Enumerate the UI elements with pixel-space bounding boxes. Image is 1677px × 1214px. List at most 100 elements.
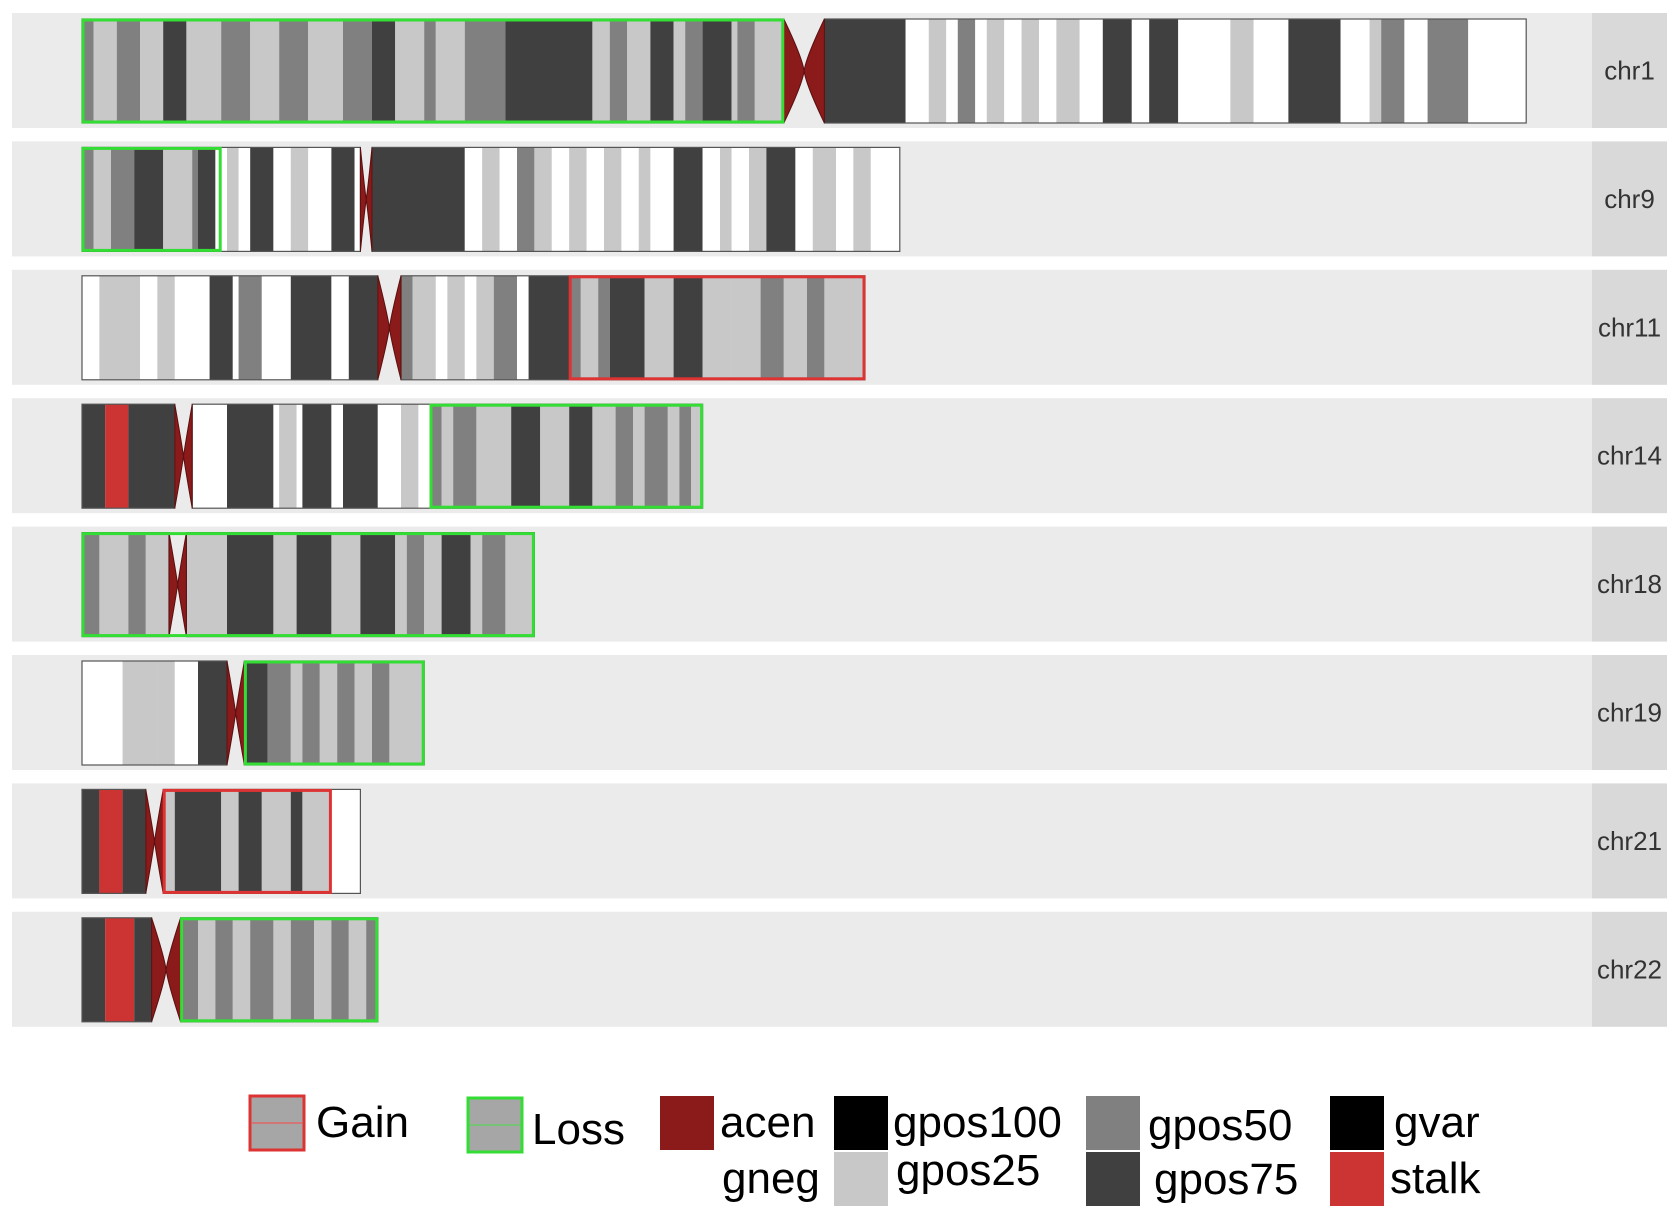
- band-gpos50: [401, 275, 413, 380]
- band-gpos50: [180, 917, 198, 1022]
- band-gneg: [1253, 19, 1289, 123]
- band-gneg: [308, 147, 332, 252]
- band-gpos75: [82, 789, 100, 894]
- legend-label-loss: Loss: [532, 1105, 625, 1154]
- band-gpos25: [424, 532, 442, 637]
- legend-item-gpos25: gpos25: [834, 1146, 1040, 1206]
- band-gpos75: [82, 404, 106, 509]
- band-gpos25: [314, 917, 332, 1022]
- band-gneg: [551, 147, 570, 252]
- legend-item-loss: Loss: [466, 1096, 625, 1154]
- band-gpos50: [192, 147, 198, 252]
- band-gneg: [586, 147, 604, 252]
- band-gpos25: [702, 275, 732, 380]
- chromosome-label-strip: [1592, 269, 1667, 385]
- band-gpos25: [93, 147, 111, 252]
- band-gpos25: [476, 404, 512, 509]
- legend-label-gvar: gvar: [1394, 1098, 1480, 1147]
- band-gpos50: [337, 661, 355, 765]
- legend-item-acen: acen: [660, 1096, 815, 1150]
- band-gpos25: [627, 19, 651, 123]
- chromosome-label-strip: [1592, 655, 1667, 770]
- band-gpos75: [290, 789, 303, 894]
- band-gpos25: [731, 19, 738, 123]
- band-gpos25: [232, 917, 251, 1022]
- band-gneg: [331, 404, 343, 509]
- band-gpos25: [354, 661, 372, 765]
- chromosome-label: chr22: [1597, 954, 1662, 984]
- band-gpos25: [435, 19, 465, 123]
- band-gpos25: [1369, 19, 1382, 123]
- band-gneg: [702, 147, 720, 252]
- band-gpos50: [453, 404, 477, 509]
- band-gpos75: [1288, 19, 1341, 123]
- band-gpos25: [302, 789, 332, 894]
- band-gpos25: [754, 19, 784, 123]
- centromere: [377, 275, 402, 380]
- band-gneg: [435, 275, 448, 380]
- band-gneg: [273, 147, 291, 252]
- band-gpos75: [128, 404, 175, 509]
- chromosome-label: chr9: [1604, 184, 1655, 214]
- band-gpos75: [163, 19, 187, 123]
- band-gpos50: [82, 19, 94, 123]
- band-gpos25: [1230, 19, 1254, 123]
- centromere: [783, 18, 825, 124]
- band-gneg: [273, 404, 280, 509]
- band-gneg: [1340, 19, 1370, 123]
- centromere: [359, 147, 373, 252]
- cnv-gain-region: [568, 275, 866, 381]
- band-gpos50: [82, 147, 94, 252]
- band-gpos50: [116, 19, 140, 123]
- band-gpos25: [93, 19, 117, 123]
- band-gneg: [1039, 19, 1057, 123]
- band-gpos50: [517, 147, 535, 252]
- band-gneg: [795, 147, 813, 252]
- legend-swatch-gpos75: [1086, 1152, 1140, 1206]
- chromosome-row-chr21: chr21: [12, 783, 1667, 899]
- centromere: [174, 404, 193, 509]
- chromosome-label-strip: [1592, 783, 1667, 899]
- band-gpos25: [476, 275, 494, 380]
- band-gpos75: [331, 147, 355, 252]
- band-gpos25: [290, 661, 303, 765]
- band-gpos25: [308, 19, 343, 123]
- band-gneg: [238, 147, 251, 252]
- band-gpos25: [783, 275, 807, 380]
- band-gpos25: [482, 147, 500, 252]
- band-gpos50: [679, 404, 691, 509]
- band-gpos50: [644, 404, 668, 509]
- band-gpos25: [227, 147, 239, 252]
- band-gpos25: [331, 532, 361, 637]
- band-gpos50: [957, 19, 976, 123]
- band-gpos25: [812, 147, 836, 252]
- cnv-loss-region: [243, 660, 425, 766]
- band-gpos50: [250, 917, 274, 1022]
- band-gneg: [1468, 19, 1527, 123]
- band-gneg: [975, 19, 987, 123]
- band-gpos50: [493, 275, 517, 380]
- chromosome-label: chr21: [1597, 826, 1662, 856]
- band-gneg: [905, 19, 929, 123]
- band-gneg: [192, 404, 227, 509]
- cnv-loss-region: [429, 403, 704, 509]
- band-gpos75: [609, 275, 645, 380]
- band-gpos25: [638, 147, 651, 252]
- chromosome-label-strip: [1592, 911, 1667, 1027]
- band-gpos25: [198, 917, 216, 1022]
- band-gpos75: [673, 147, 703, 252]
- legend-swatch-stalk: [1330, 1152, 1384, 1206]
- band-gneg: [174, 275, 210, 380]
- band-gneg: [261, 275, 291, 380]
- legend-swatch-gpos50: [1086, 1096, 1140, 1150]
- band-gpos25: [186, 19, 222, 123]
- band-gneg: [1079, 19, 1103, 123]
- band-gpos75: [569, 404, 593, 509]
- band-gpos75: [766, 147, 796, 252]
- band-gpos25: [273, 532, 297, 637]
- band-gpos50: [609, 19, 628, 123]
- band-gpos75: [296, 532, 332, 637]
- band-gpos25: [221, 789, 239, 894]
- band-gpos75: [348, 275, 378, 380]
- band-gpos75: [290, 275, 332, 380]
